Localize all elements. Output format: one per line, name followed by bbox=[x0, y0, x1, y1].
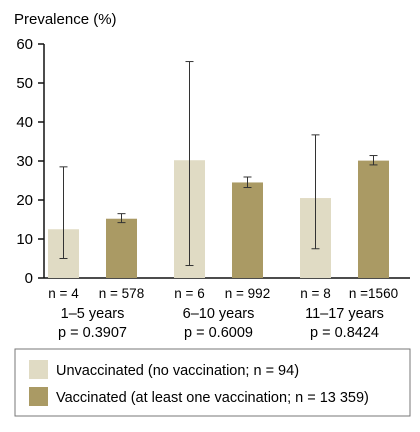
category-labels-group: n = 4 n = 578 1–5 years p = 0.3907 n = 6 n = … bbox=[48, 286, 398, 341]
p-value-label: p = 0.8424 bbox=[310, 325, 379, 341]
n-label: n = 6 bbox=[174, 286, 204, 301]
legend: Unvaccinated (no vaccination; n = 94) Va… bbox=[14, 348, 411, 417]
y-tick-label: 10 bbox=[16, 231, 33, 248]
y-tick-label: 30 bbox=[16, 153, 33, 170]
n-label: n = 578 bbox=[99, 286, 144, 301]
n-label: n = 992 bbox=[225, 286, 270, 301]
y-tick-label: 40 bbox=[16, 114, 33, 131]
p-value-label: p = 0.3907 bbox=[58, 325, 127, 341]
bar-vaccinated bbox=[106, 218, 137, 278]
n-label: n =1560 bbox=[349, 286, 398, 301]
y-axis-label: Prevalence (%) bbox=[14, 11, 117, 28]
p-value-label: p = 0.6009 bbox=[184, 325, 253, 341]
bar-vaccinated bbox=[232, 182, 263, 278]
bar-vaccinated bbox=[358, 160, 389, 278]
legend-label-unvaccinated: Unvaccinated (no vaccination; n = 94) bbox=[56, 363, 299, 379]
chart-axes: 0 10 20 30 40 50 60 bbox=[16, 36, 410, 287]
legend-swatch-vaccinated bbox=[29, 387, 48, 406]
legend-box bbox=[14, 348, 411, 417]
n-label: n = 8 bbox=[300, 286, 330, 301]
group-label: 11–17 years bbox=[305, 306, 384, 322]
group-label: 1–5 years bbox=[61, 306, 125, 322]
y-tick-label: 20 bbox=[16, 192, 33, 209]
group-label: 6–10 years bbox=[183, 306, 255, 322]
n-label: n = 4 bbox=[48, 286, 79, 301]
y-tick-label: 50 bbox=[16, 75, 33, 92]
bars-group bbox=[48, 160, 389, 278]
legend-label-vaccinated: Vaccinated (at least one vaccination; n … bbox=[56, 390, 369, 406]
legend-swatch-unvaccinated bbox=[29, 360, 48, 379]
y-tick-label: 0 bbox=[25, 270, 33, 287]
y-tick-label: 60 bbox=[16, 36, 33, 53]
error-bars-group bbox=[59, 61, 378, 267]
